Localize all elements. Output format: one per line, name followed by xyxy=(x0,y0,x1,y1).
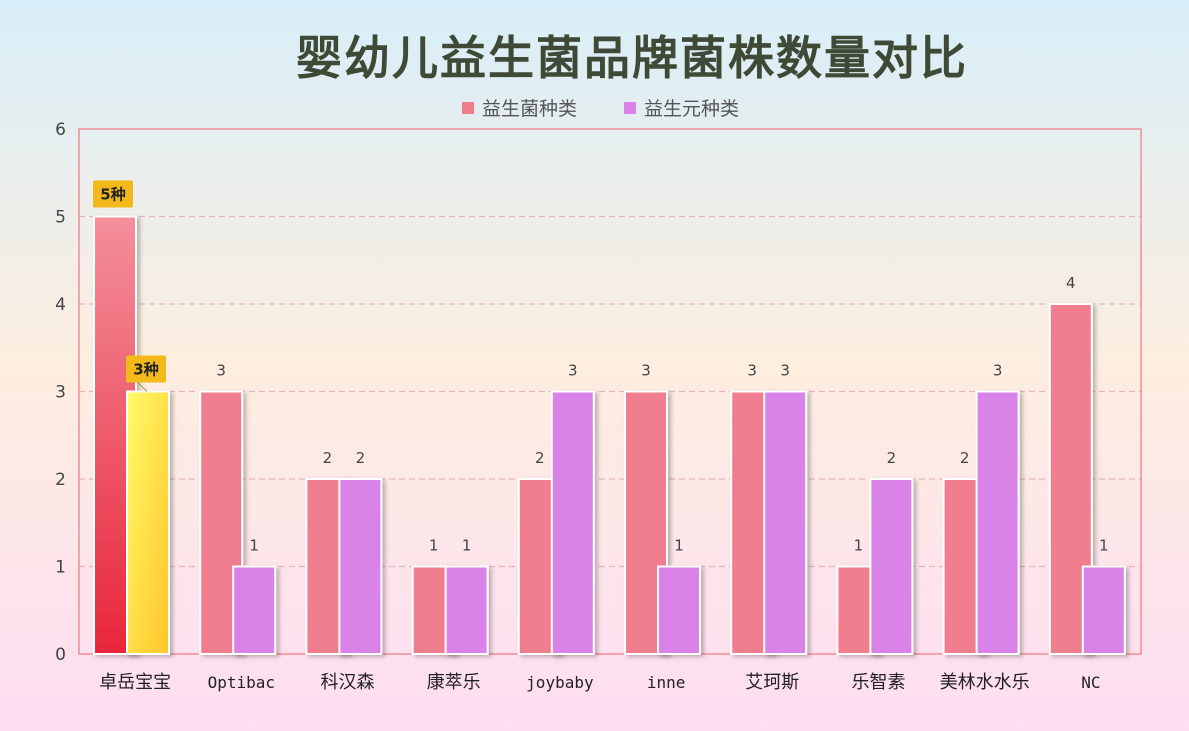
legend-label: 益生元种类 xyxy=(644,98,739,120)
data-label: 3 xyxy=(993,362,1003,380)
x-tick-label: joybaby xyxy=(526,673,594,692)
data-label: 2 xyxy=(960,449,970,467)
data-label: 2 xyxy=(887,449,897,467)
data-label: 2 xyxy=(356,449,366,467)
plot-frame xyxy=(78,128,1142,655)
bar xyxy=(763,390,808,655)
bar xyxy=(657,565,701,655)
bar xyxy=(550,390,595,655)
bar xyxy=(869,478,914,655)
data-label: 1 xyxy=(462,537,472,555)
y-tick-label: 1 xyxy=(55,558,66,578)
legend-label: 益生菌种类 xyxy=(482,98,577,120)
callouts: 5种 3种 xyxy=(93,180,166,392)
y-axis: 0 1 2 3 4 5 6 xyxy=(55,120,66,665)
data-label: 4 xyxy=(1066,274,1076,292)
bar xyxy=(232,565,277,655)
x-tick-label: 科汉森 xyxy=(321,672,375,693)
x-tick-label: Optibac xyxy=(208,673,275,692)
callout: 5种 xyxy=(93,180,133,208)
data-label: 3 xyxy=(641,362,651,380)
x-tick-label: 乐智素 xyxy=(852,672,906,693)
callout-box xyxy=(93,180,133,208)
y-tick-label: 4 xyxy=(55,295,66,315)
data-label: 1 xyxy=(674,537,684,555)
data-label: 2 xyxy=(535,449,545,467)
x-tick-label: NC xyxy=(1081,673,1100,692)
bar xyxy=(444,565,489,655)
y-tick-label: 6 xyxy=(55,120,66,140)
data-label: 1 xyxy=(429,537,439,555)
legend: 益生菌种类 益生元种类 xyxy=(462,98,739,120)
callout-leader xyxy=(137,382,148,392)
bar xyxy=(338,478,383,655)
x-tick-label: 卓岳宝宝 xyxy=(99,672,171,693)
data-label: 1 xyxy=(854,537,864,555)
x-tick-label: 艾珂斯 xyxy=(745,672,799,693)
bars xyxy=(93,215,1126,655)
data-label: 1 xyxy=(1099,537,1109,555)
callout-label: 5种 xyxy=(100,186,125,204)
bar xyxy=(1081,565,1126,655)
callout-box xyxy=(126,355,166,383)
data-label: 3 xyxy=(780,362,790,380)
data-label: 3 xyxy=(216,362,226,380)
y-tick-label: 5 xyxy=(55,208,66,228)
y-tick-label: 2 xyxy=(55,470,66,490)
data-label: 3 xyxy=(568,362,578,380)
x-tick-label: 康萃乐 xyxy=(427,672,481,693)
y-tick-label: 3 xyxy=(55,383,66,403)
data-label: 3 xyxy=(747,362,757,380)
chart-title: 婴幼儿益生菌品牌菌株数量对比 xyxy=(296,31,968,85)
y-tick-label: 0 xyxy=(55,645,66,665)
bar xyxy=(624,390,668,655)
x-tick-label: inne xyxy=(647,673,686,692)
callout: 3种 xyxy=(126,355,166,392)
legend-swatch xyxy=(462,102,474,114)
value-labels: 3 1 2 2 1 1 2 3 3 1 3 3 1 2 2 3 4 1 xyxy=(216,274,1108,555)
data-label: 1 xyxy=(249,537,259,555)
x-tick-label: 美林水水乐 xyxy=(940,672,1030,693)
callout-label: 3种 xyxy=(133,361,158,379)
data-label: 2 xyxy=(323,449,333,467)
legend-swatch xyxy=(624,102,636,114)
bar xyxy=(126,390,170,655)
x-axis: 卓岳宝宝 Optibac 科汉森 康萃乐 joybaby inne 艾珂斯 乐智素 美林水水乐 N… xyxy=(99,672,1100,693)
bar xyxy=(975,390,1020,655)
